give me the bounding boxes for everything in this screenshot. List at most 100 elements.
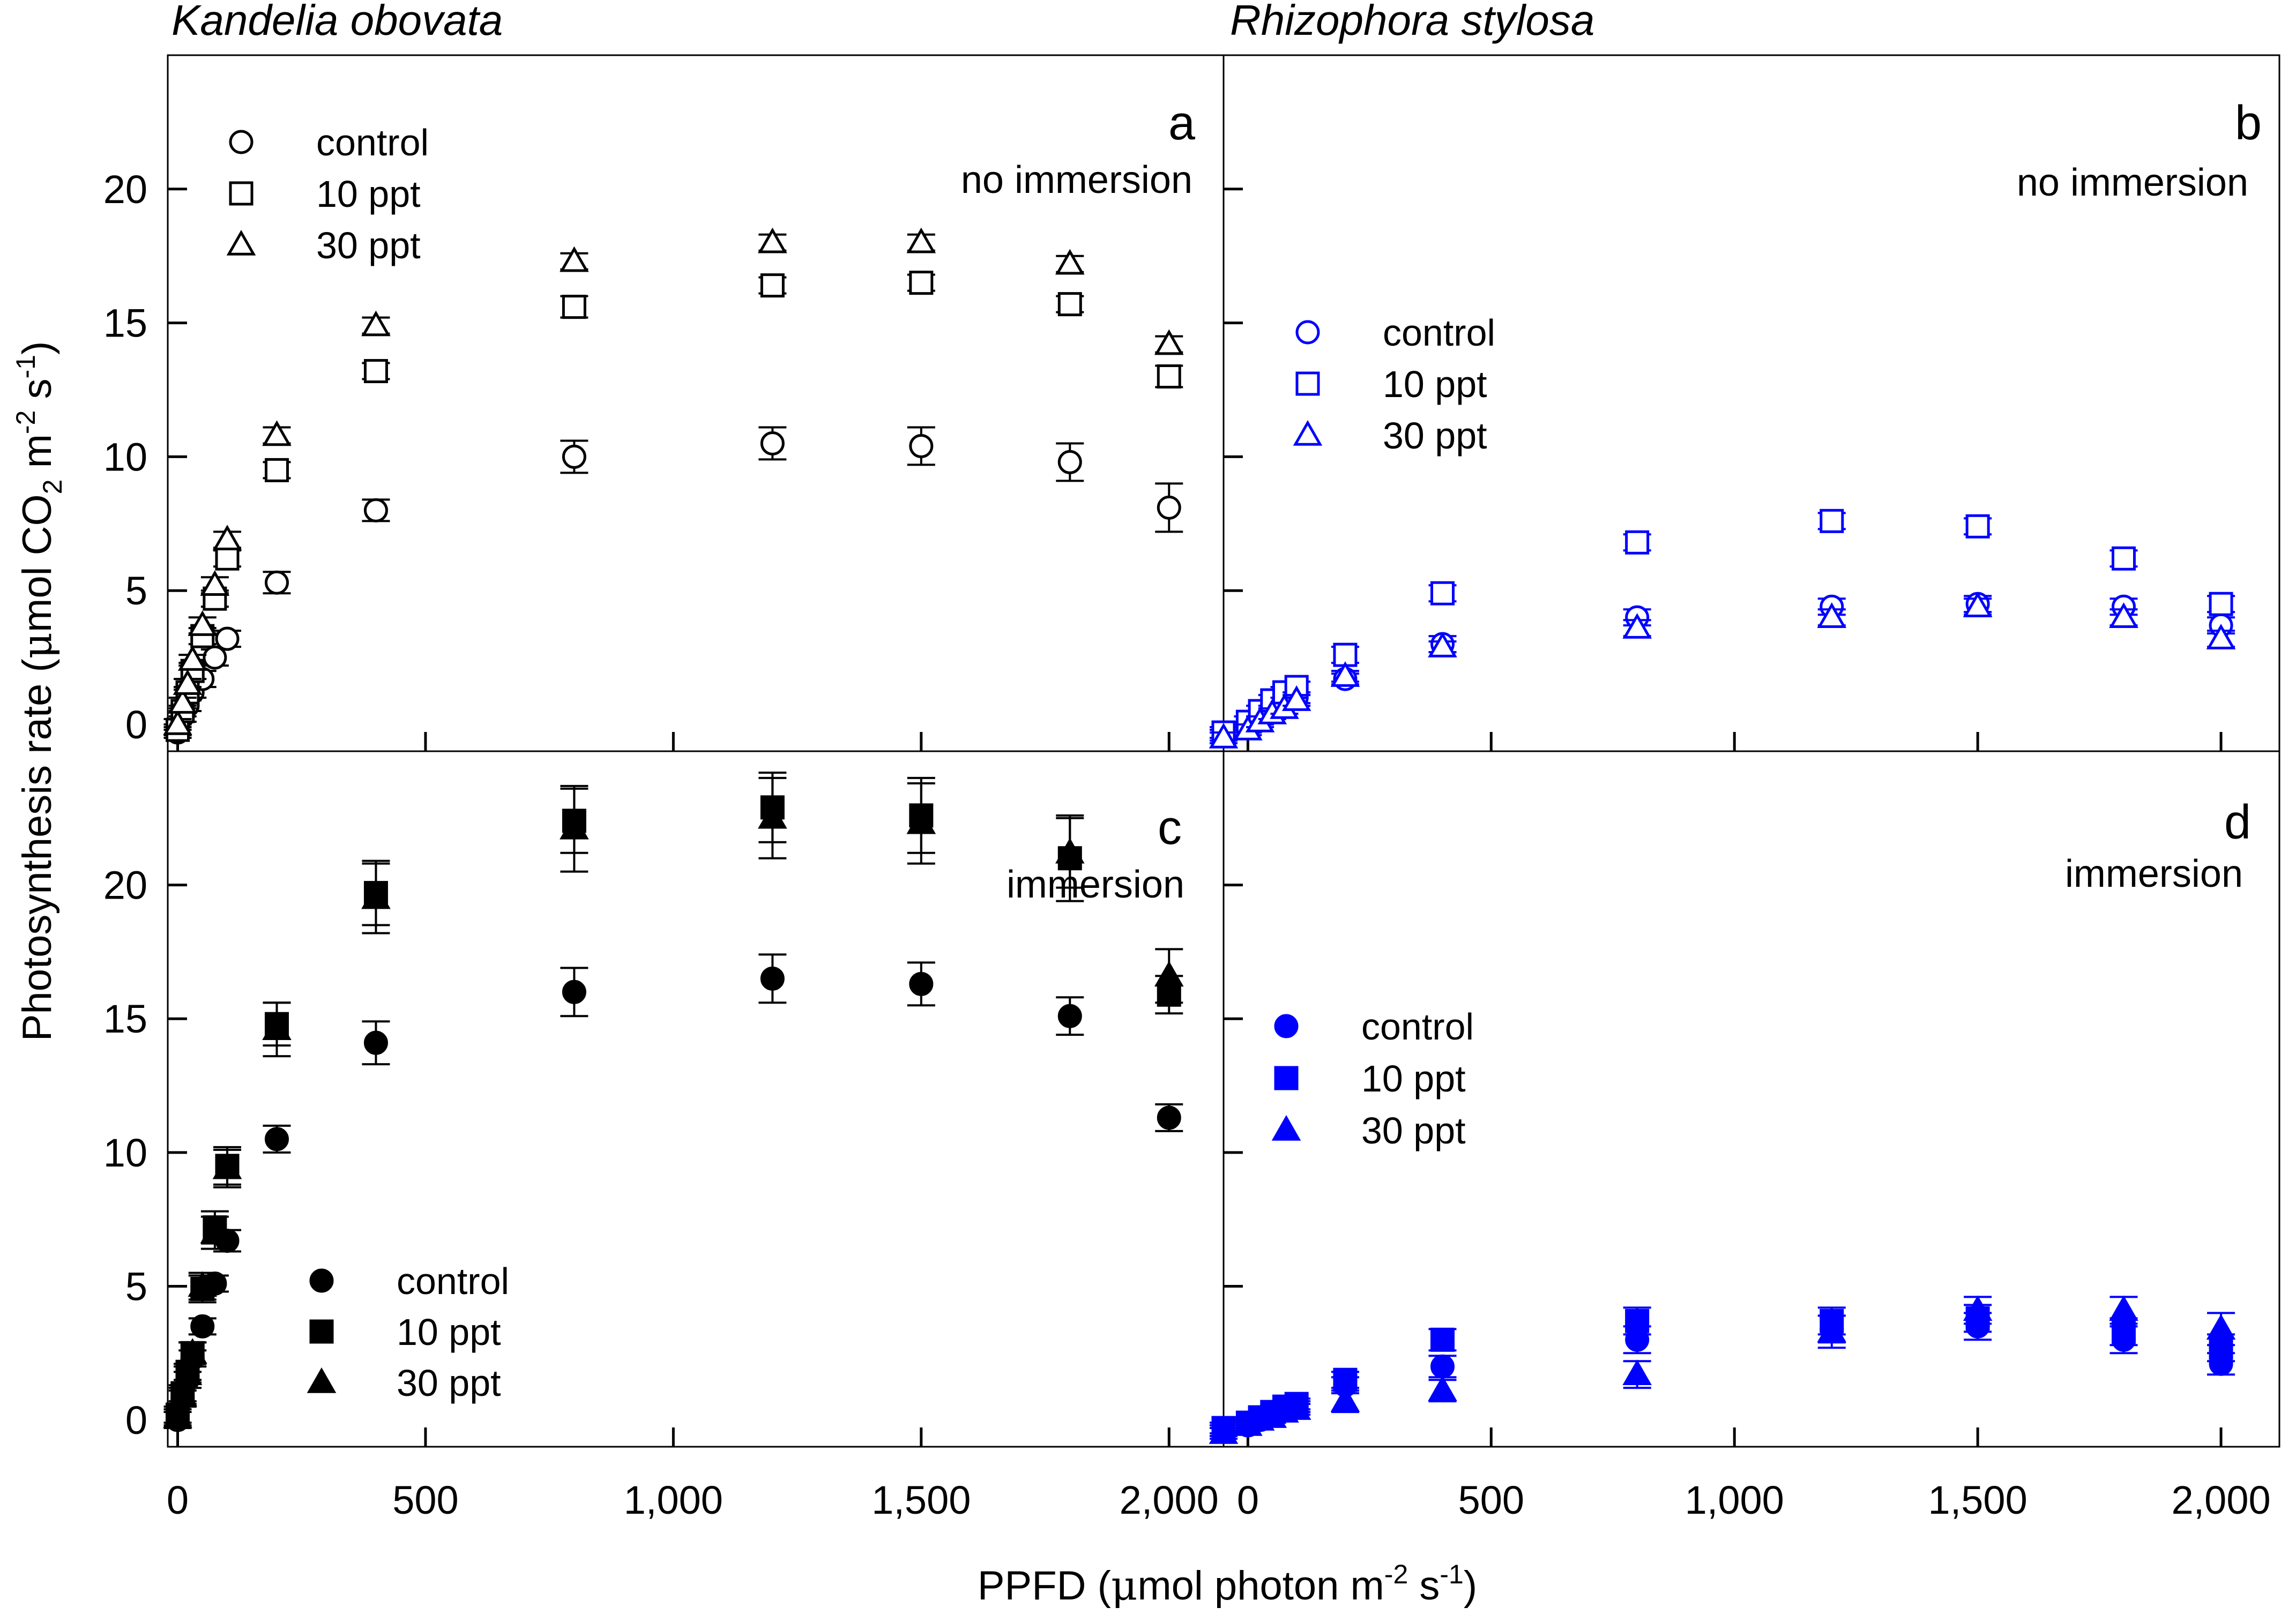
data-point <box>1057 450 1082 474</box>
legend-label: 10 ppt <box>1361 1058 1466 1100</box>
data-point <box>906 227 936 253</box>
data-point <box>2109 602 2138 628</box>
series-b-10-ppt <box>1210 509 2235 745</box>
data-point <box>1430 581 1455 605</box>
legend-a: control 10 ppt 30 ppt <box>226 122 429 266</box>
panel-d: 0 500 1,000 1,500 2,000 control 10 ppt 30 ppt di… <box>1209 750 2280 1522</box>
data-point <box>215 546 240 571</box>
data-point <box>760 431 785 455</box>
data-point <box>190 1314 215 1339</box>
x-tick-label-d: 1,500 <box>1928 1478 2027 1522</box>
data-point <box>1430 1354 1455 1379</box>
series-d-10-ppt <box>1210 1304 2235 1440</box>
data-point <box>188 610 218 636</box>
data-point <box>1209 722 1239 749</box>
data-point <box>173 669 203 695</box>
series-d-control <box>1210 1312 2235 1443</box>
y-label-main: Photosynthesis rate ( <box>14 659 60 1041</box>
x-label-sup-m: -2 <box>1384 1559 1408 1589</box>
legend-label: 30 ppt <box>1361 1110 1466 1152</box>
x-tick-label-d: 500 <box>1458 1478 1524 1522</box>
series-a-control <box>163 426 1183 745</box>
data-point <box>264 570 289 595</box>
legend-label: control <box>397 1260 509 1302</box>
data-point <box>212 525 242 551</box>
data-point <box>203 645 227 670</box>
legend-marker <box>307 1367 337 1393</box>
x-label-sup-s: -1 <box>1440 1559 1463 1589</box>
x-tick-label-c: 0 <box>167 1478 189 1522</box>
condition-label-b: no immersion <box>2017 161 2248 204</box>
plot-frame-d <box>1222 750 2280 1448</box>
y-label-sub: 2 <box>38 480 68 495</box>
y-label-s: s <box>14 379 60 410</box>
x-tick-label-c: 2,000 <box>1120 1478 1219 1522</box>
data-point <box>1817 1317 1847 1343</box>
data-point <box>1625 530 1650 555</box>
data-point <box>363 498 388 522</box>
y-axis-label: Photosynthesis rate (μmol CO2 m-2 s-1) <box>11 341 68 1042</box>
data-point <box>361 883 391 909</box>
data-point <box>1209 1418 1239 1444</box>
legend-label: 30 ppt <box>1383 415 1487 457</box>
y-tick-label-a: 5 <box>125 569 147 613</box>
plot-frame-b <box>1222 54 2280 752</box>
data-point <box>1281 1394 1311 1420</box>
panels: 0 5 10 15 20 control 10 ppt 30 ppt a no immersion… <box>103 0 2280 1522</box>
data-point <box>1055 249 1085 275</box>
data-point <box>760 273 785 298</box>
y-label-m: m <box>14 434 60 479</box>
species-title-b: Rhizophora stylosa <box>1230 0 1594 44</box>
data-point <box>1428 1375 1457 1401</box>
y-label-sup-m: -2 <box>11 410 41 434</box>
data-point <box>1057 1004 1082 1028</box>
legend-label: 10 ppt <box>397 1311 501 1353</box>
data-point <box>560 813 589 840</box>
data-point <box>1157 364 1181 389</box>
series-b-30-ppt <box>1209 592 2236 749</box>
x-label-mu: μ <box>1111 1561 1137 1609</box>
data-point <box>262 420 292 446</box>
data-point <box>1055 838 1085 864</box>
legend-label: 30 ppt <box>397 1362 501 1404</box>
series-c-30-ppt <box>163 776 1184 1428</box>
legend-marker <box>1271 1115 1301 1141</box>
legend-c: control 10 ppt 30 ppt <box>307 1260 509 1404</box>
legend-label: 10 ppt <box>1383 363 1487 405</box>
x-tick-label-d: 2,000 <box>2171 1478 2270 1522</box>
data-point <box>173 1359 203 1385</box>
legend-d: control 10 ppt 30 ppt <box>1271 1006 1474 1152</box>
panel-a: 0 5 10 15 20 control 10 ppt 30 ppt a no immersion… <box>103 0 1225 752</box>
x-tick-label-d: 1,000 <box>1685 1478 1784 1522</box>
data-point <box>163 1402 192 1428</box>
condition-label-a: no immersion <box>961 159 1192 201</box>
data-point <box>906 808 936 834</box>
data-point <box>1330 1386 1360 1412</box>
x-label-pre: PPFD ( <box>978 1563 1111 1609</box>
legend-marker <box>309 1268 334 1293</box>
series-a-10-ppt <box>163 271 1183 742</box>
data-point <box>1281 685 1311 711</box>
y-tick-label-c: 10 <box>103 1131 147 1175</box>
legend-label: control <box>1383 312 1495 354</box>
x-axis-label: PPFD (μmol photon m-2 s-1) <box>978 1559 1477 1609</box>
data-point <box>1428 632 1457 657</box>
x-tick-label-c: 500 <box>392 1478 458 1522</box>
data-point <box>1157 1105 1181 1130</box>
x-label-close: ) <box>1464 1563 1477 1609</box>
data-point <box>1154 329 1184 355</box>
data-point <box>2206 1314 2236 1340</box>
data-point <box>212 1153 242 1179</box>
condition-label-c: immersion <box>1007 863 1184 906</box>
legend-marker <box>1293 420 1323 446</box>
y-tick-label-a: 20 <box>103 167 147 212</box>
panel-label-a: a <box>1168 96 1196 150</box>
data-point <box>1820 509 1844 533</box>
series-b-control <box>1210 592 2235 747</box>
data-point <box>215 626 240 651</box>
y-label-unit: mol CO <box>14 494 60 632</box>
panel-label-c: c <box>1158 801 1182 855</box>
data-point <box>200 1217 230 1244</box>
panel-label-b: b <box>2235 96 2262 150</box>
species-title-a: Kandelia obovata <box>172 0 503 44</box>
